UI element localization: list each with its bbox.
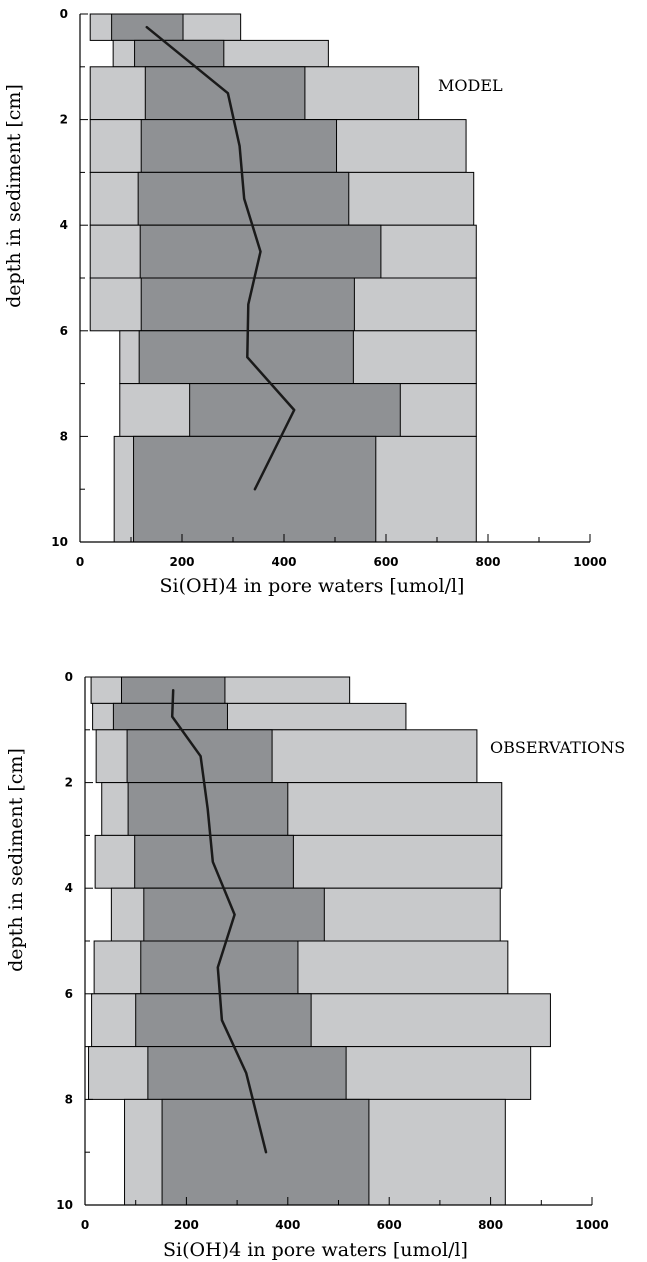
range-bar-inner-2: [144, 66, 306, 121]
y-axis-title: depth in sediment [cm]: [3, 84, 25, 308]
y-tick-label: 8: [60, 429, 68, 443]
x-tick-label: 800: [478, 1218, 503, 1232]
y-tick-label: 4: [65, 881, 73, 895]
y-tick-label: 10: [51, 535, 68, 549]
panel-label: MODEL: [438, 76, 503, 95]
x-tick-label: 600: [377, 1218, 402, 1232]
panel-label: OBSERVATIONS: [490, 738, 625, 757]
x-tick-label: 1000: [573, 555, 606, 569]
x-tick-label: 200: [169, 555, 194, 569]
range-bar-inner-6: [140, 940, 299, 995]
x-tick-label: 400: [275, 1218, 300, 1232]
y-tick-label: 4: [60, 218, 68, 232]
x-tick-label: 200: [174, 1218, 199, 1232]
x-tick-label: 800: [475, 555, 500, 569]
y-tick-label: 10: [56, 1198, 73, 1212]
profile-line: [145, 25, 296, 491]
y-tick-label: 0: [60, 7, 68, 21]
y-tick-label: 0: [65, 670, 73, 684]
y-tick-label: 2: [60, 113, 68, 127]
range-bar-inner-7: [135, 993, 312, 1048]
y-tick-label: 6: [60, 324, 68, 338]
x-axis-title: Si(OH)4 in pore waters [umol/l]: [163, 1239, 468, 1261]
x-tick-label: 0: [76, 555, 84, 569]
y-tick-label: 8: [65, 1092, 73, 1106]
x-tick-label: 400: [271, 555, 296, 569]
model-panel: 0 200 400 600 800 1000 0 2 4 6 8 10 Si(OH)4 in pore …: [3, 7, 607, 597]
observations-panel: 0 200 400 600 800 1000 0 2 4 6 8 10 Si(OH)4 in pore …: [5, 670, 625, 1261]
y-axis-title: depth in sediment [cm]: [5, 748, 27, 972]
y-tick-label: 2: [65, 776, 73, 790]
profile-line: [170, 688, 268, 1154]
x-tick-label: 600: [373, 555, 398, 569]
y-tick-label: 6: [65, 987, 73, 1001]
range-bar-inner-1: [112, 702, 228, 731]
x-tick-label: 1000: [575, 1218, 608, 1232]
x-axis-title: Si(OH)4 in pore waters [umol/l]: [160, 575, 465, 597]
x-tick-label: 0: [81, 1218, 89, 1232]
range-bar-inner-7: [138, 330, 354, 385]
